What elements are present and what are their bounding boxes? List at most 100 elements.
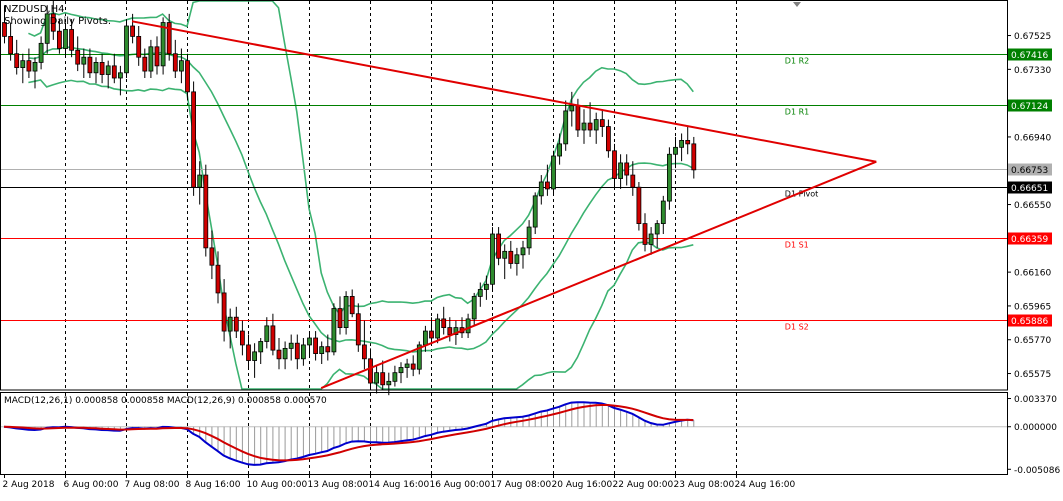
- candle-bear[interactable]: [166, 22, 172, 55]
- candle-bull[interactable]: [404, 363, 410, 368]
- candle-bull[interactable]: [386, 380, 392, 386]
- candles[interactable]: [2, 0, 697, 396]
- candle-bull[interactable]: [252, 351, 258, 361]
- candle-bear[interactable]: [325, 346, 331, 353]
- candle-bear[interactable]: [624, 162, 630, 176]
- candle-bear[interactable]: [185, 60, 190, 93]
- candle-bear[interactable]: [380, 372, 386, 386]
- candle-bull[interactable]: [392, 372, 398, 382]
- candle-bear[interactable]: [441, 318, 447, 328]
- candle-bull[interactable]: [483, 283, 489, 290]
- candle-bear[interactable]: [630, 174, 636, 188]
- candle-bear[interactable]: [99, 62, 105, 75]
- candle-bear[interactable]: [313, 337, 319, 355]
- candle-bear[interactable]: [130, 25, 136, 37]
- candle-bear[interactable]: [685, 139, 691, 145]
- candle-bear[interactable]: [508, 250, 514, 264]
- candle-bear[interactable]: [587, 122, 593, 131]
- candle-bull[interactable]: [654, 223, 660, 235]
- candle-bull[interactable]: [38, 42, 44, 63]
- candle-bull[interactable]: [398, 367, 404, 374]
- candle-bull[interactable]: [178, 60, 184, 72]
- candle-bear[interactable]: [142, 56, 148, 72]
- candle-bull[interactable]: [538, 181, 544, 197]
- candle-bull[interactable]: [422, 330, 428, 346]
- candle-bear[interactable]: [26, 60, 32, 72]
- candle-bull[interactable]: [124, 25, 129, 74]
- candle-bull[interactable]: [105, 65, 111, 75]
- candle-bear[interactable]: [75, 49, 81, 65]
- candle-bull[interactable]: [160, 22, 166, 67]
- candle-bull[interactable]: [502, 250, 508, 259]
- candle-bear[interactable]: [355, 313, 361, 346]
- candle-bull[interactable]: [63, 29, 68, 49]
- trendline-upper[interactable]: [131, 20, 877, 163]
- candle-bear[interactable]: [8, 36, 14, 55]
- candle-bear[interactable]: [87, 56, 93, 74]
- candle-bull[interactable]: [453, 327, 459, 335]
- candle-bull[interactable]: [197, 174, 203, 188]
- candle-bull[interactable]: [148, 46, 154, 72]
- candle-bull[interactable]: [679, 139, 684, 148]
- candle-bear[interactable]: [203, 174, 209, 249]
- candle-bear[interactable]: [136, 36, 142, 58]
- candle-bear[interactable]: [246, 344, 251, 361]
- candle-bear[interactable]: [368, 358, 373, 384]
- candle-bull[interactable]: [514, 254, 520, 264]
- candle-bull[interactable]: [32, 62, 38, 72]
- chart-shift-marker-icon[interactable]: [793, 2, 801, 7]
- candle-bull[interactable]: [44, 13, 50, 44]
- candle-bull[interactable]: [319, 346, 325, 354]
- candle-bull[interactable]: [557, 143, 562, 157]
- candle-bull[interactable]: [569, 105, 575, 112]
- candle-bear[interactable]: [172, 53, 178, 72]
- candle-bear[interactable]: [349, 295, 355, 315]
- candle-bear[interactable]: [612, 150, 617, 179]
- candle-bull[interactable]: [374, 372, 380, 384]
- candle-bull[interactable]: [465, 318, 471, 334]
- candle-bull[interactable]: [648, 233, 654, 245]
- candle-bull[interactable]: [300, 344, 306, 360]
- candle-bear[interactable]: [606, 126, 611, 152]
- candle-bull[interactable]: [343, 295, 349, 328]
- candle-bull[interactable]: [526, 226, 532, 249]
- trendlines[interactable]: [131, 20, 877, 390]
- candle-bull[interactable]: [593, 119, 599, 131]
- candle-bear[interactable]: [2, 22, 7, 37]
- candle-bull[interactable]: [618, 162, 623, 179]
- candle-bear[interactable]: [636, 186, 642, 224]
- candle-bull[interactable]: [520, 247, 526, 256]
- candle-bear[interactable]: [209, 247, 215, 266]
- candle-bull[interactable]: [93, 62, 99, 74]
- candle-bear[interactable]: [691, 143, 697, 171]
- candle-bull[interactable]: [471, 295, 477, 320]
- candle-bear[interactable]: [69, 29, 74, 51]
- candle-bear[interactable]: [496, 233, 502, 259]
- candle-bull[interactable]: [307, 337, 312, 346]
- candle-bear[interactable]: [233, 316, 239, 332]
- candle-bear[interactable]: [14, 53, 20, 69]
- candle-bull[interactable]: [551, 155, 556, 190]
- candle-bull[interactable]: [563, 110, 569, 145]
- candle-bear[interactable]: [294, 342, 300, 360]
- candle-bull[interactable]: [673, 146, 678, 155]
- trendline-lower[interactable]: [320, 160, 877, 390]
- candle-bear[interactable]: [111, 65, 117, 79]
- candle-bear[interactable]: [361, 344, 367, 360]
- candle-bull[interactable]: [227, 316, 233, 332]
- candle-bull[interactable]: [532, 195, 538, 228]
- candle-bear[interactable]: [410, 363, 416, 370]
- candle-bull[interactable]: [118, 72, 123, 79]
- candle-bull[interactable]: [667, 153, 672, 202]
- candle-bear[interactable]: [545, 181, 550, 190]
- candle-bear[interactable]: [239, 330, 245, 346]
- candle-bull[interactable]: [581, 122, 587, 131]
- candle-bear[interactable]: [270, 325, 276, 351]
- candle-bear[interactable]: [50, 13, 56, 32]
- candle-bear[interactable]: [215, 264, 221, 294]
- candle-bull[interactable]: [258, 341, 264, 353]
- candle-bull[interactable]: [20, 60, 26, 69]
- candle-bear[interactable]: [337, 308, 343, 328]
